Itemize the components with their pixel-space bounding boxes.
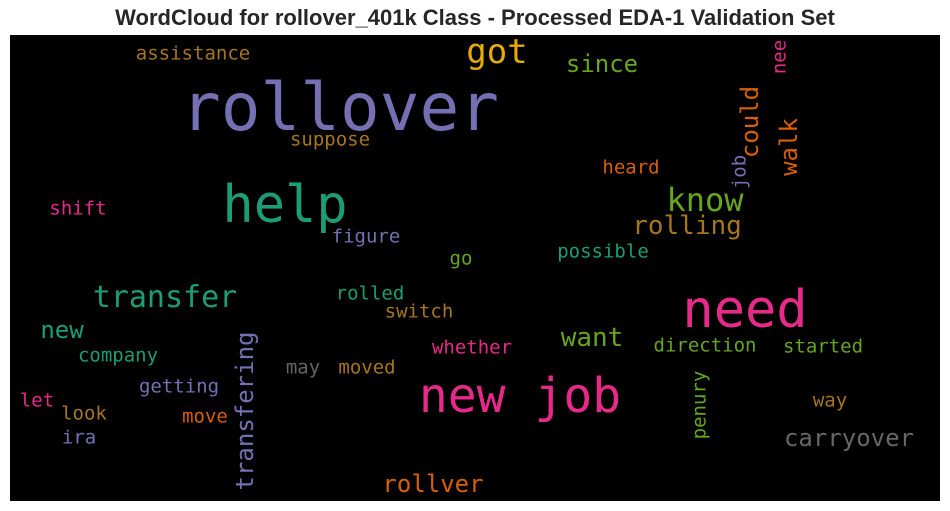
word-rolled: rolled bbox=[335, 282, 405, 305]
word-rollover: rollover bbox=[181, 69, 499, 146]
word-walk: walk bbox=[775, 118, 803, 176]
word-may: may bbox=[285, 356, 321, 379]
word-rollver: rollver bbox=[382, 470, 484, 498]
word-want: want bbox=[560, 323, 624, 353]
word-got: got bbox=[466, 35, 528, 72]
chart-title: WordCloud for rollover_401k Class - Proc… bbox=[115, 5, 835, 30]
word-way: way bbox=[812, 389, 848, 412]
word-direction: direction bbox=[653, 334, 757, 357]
word-started: started bbox=[782, 335, 864, 358]
word-possible: possible bbox=[557, 240, 649, 263]
word-assistance: assistance bbox=[135, 42, 251, 65]
word-need: need bbox=[682, 280, 808, 340]
word-help: help bbox=[222, 175, 348, 235]
wordcloud-canvas: rollover need new job help got know transfer tr… bbox=[10, 35, 940, 501]
word-company: company bbox=[77, 344, 159, 367]
word-move: move bbox=[182, 405, 228, 428]
word-nee: nee bbox=[768, 39, 791, 75]
word-transfering: transfering bbox=[231, 331, 259, 491]
word-could: could bbox=[736, 85, 764, 159]
word-rolling: rolling bbox=[632, 211, 742, 241]
word-transfer: transfer bbox=[92, 280, 238, 315]
word-suppose: suppose bbox=[289, 128, 371, 151]
word-figure: figure bbox=[331, 225, 401, 248]
word-new: new bbox=[40, 316, 84, 344]
word-carryover: carryover bbox=[783, 424, 915, 452]
word-shift: shift bbox=[49, 197, 107, 220]
word-getting: getting bbox=[138, 375, 220, 398]
word-penury: penury bbox=[688, 370, 711, 440]
word-switch: switch bbox=[384, 300, 454, 323]
word-know: know bbox=[666, 181, 744, 219]
word-heard: heard bbox=[602, 156, 660, 179]
word-moved: moved bbox=[338, 356, 396, 379]
word-whether: whether bbox=[431, 336, 513, 359]
word-look: look bbox=[61, 402, 107, 425]
word-go: go bbox=[449, 247, 473, 270]
word-since: since bbox=[565, 50, 639, 78]
word-let: let bbox=[19, 389, 55, 412]
word-job: job bbox=[728, 154, 751, 190]
word-ira: ira bbox=[61, 426, 97, 449]
word-new-job: new job bbox=[418, 368, 622, 424]
